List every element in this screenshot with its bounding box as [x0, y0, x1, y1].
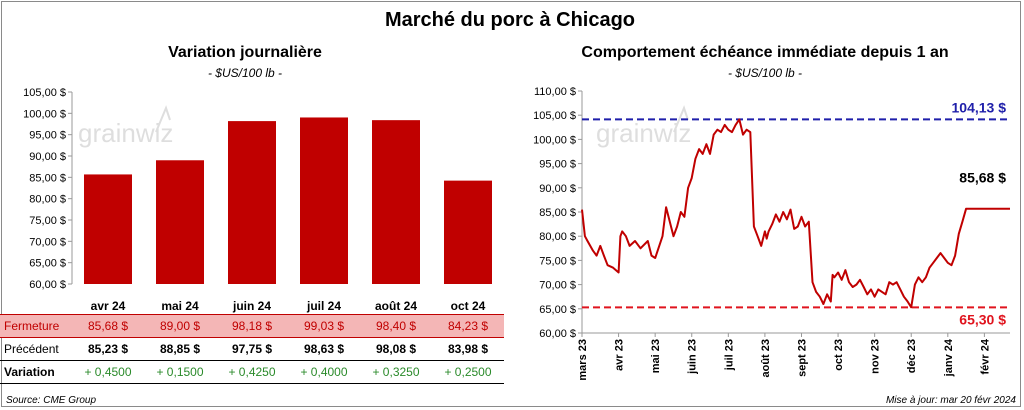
- bar-y-tick-label: 80,00 $: [29, 194, 66, 206]
- line-x-tick-label: avr 23: [614, 339, 626, 371]
- variation-row-label: Variation: [0, 360, 72, 384]
- bar-y-tick-label: 70,00 $: [29, 236, 66, 248]
- watermark-text: grainwiz: [596, 118, 691, 148]
- bar-category-label: avr 24: [91, 299, 126, 313]
- line-x-tick-label: mars 23: [577, 339, 589, 381]
- line-x-tick-label: févr 24: [979, 338, 991, 374]
- line-y-tick-label: 80,00 $: [539, 231, 576, 243]
- bar-chart-unit: - $US/100 lb -: [207, 66, 283, 80]
- line-x-tick-label: janv 24: [943, 338, 955, 377]
- close-cell: 98,40 $: [360, 314, 432, 338]
- bar-category-label: oct 24: [451, 299, 486, 313]
- variation-cell: + 0,4250: [216, 360, 288, 384]
- variation-cell: + 0,1500: [144, 360, 216, 384]
- close-row-label: Fermeture: [0, 314, 72, 338]
- bar: [156, 160, 204, 284]
- line-x-tick-label: août 23: [760, 339, 772, 378]
- line-x-tick-label: mai 23: [650, 339, 662, 373]
- bar-category-label: mai 24: [161, 299, 199, 313]
- close-cell: 89,00 $: [144, 314, 216, 338]
- close-cell: 85,68 $: [72, 314, 144, 338]
- watermark-leaf: [673, 105, 689, 133]
- line-x-tick-label: sept 23: [796, 339, 808, 377]
- line-y-tick-label: 70,00 $: [539, 280, 576, 292]
- line-y-tick-label: 85,00 $: [539, 207, 576, 219]
- previous-cell: 88,85 $: [159, 342, 201, 356]
- line-x-tick-label: nov 23: [870, 339, 882, 374]
- bar-chart: 105,00 $ 100,00 $ 95,00 $ 90,00 $ 85,00 $ 80,…: [23, 87, 492, 313]
- update-note: Mise à jour: mar 20 févr 2024: [885, 395, 1016, 406]
- line-y-tick-label: 100,00 $: [533, 134, 576, 146]
- reference-label-high: 104,13 $: [952, 99, 1007, 115]
- line-y-tick-label: 65,00 $: [539, 304, 576, 316]
- line-y-tick-label: 105,00 $: [533, 110, 576, 122]
- watermark-text: grainwiz: [78, 118, 173, 148]
- bar-y-tick-label: 95,00 $: [29, 130, 66, 142]
- reference-label-low: 65,30 $: [959, 311, 1006, 327]
- bar-category-label: juin 24: [232, 299, 271, 313]
- line-y-tick-label: 90,00 $: [539, 183, 576, 195]
- source-note: Source: CME Group: [6, 395, 97, 406]
- line-y-tick-label: 110,00 $: [534, 86, 576, 98]
- line-y-tick-label: 60,00 $: [539, 328, 576, 340]
- bar: [444, 180, 492, 284]
- previous-row: Précédent 85,23 $ 88,85 $ 97,75 $ 98,63 …: [0, 338, 504, 361]
- bar: [300, 117, 348, 284]
- page-title: Marché du porc à Chicago: [384, 9, 636, 31]
- previous-cell: 85,23 $: [87, 342, 129, 356]
- watermark-logo: grainwiz: [78, 105, 173, 148]
- bar-category-label: août 24: [375, 299, 417, 313]
- variation-cell: + 0,4500: [72, 360, 144, 384]
- contract-table: Fermeture 85,68 $ 89,00 $ 98,18 $ 99,03 …: [0, 314, 504, 384]
- bar-y-tick-label: 90,00 $: [29, 151, 66, 163]
- variation-cell: + 0,3250: [360, 360, 432, 384]
- last-value-label: 85,68 $: [959, 170, 1006, 186]
- bar: [84, 174, 132, 284]
- previous-cell: 98,63 $: [303, 342, 345, 356]
- previous-cell: 97,75 $: [231, 342, 273, 356]
- bar-y-tick-label: 65,00 $: [29, 258, 66, 270]
- line-y-tick-label: 95,00 $: [539, 159, 576, 171]
- line-x-tick-label: juin 23: [687, 339, 699, 375]
- line-chart-title: Comportement échéance immédiate depuis 1…: [581, 44, 949, 61]
- bar: [228, 121, 276, 284]
- close-cell: 98,18 $: [216, 314, 288, 338]
- line-chart-unit: - $US/100 lb -: [727, 66, 803, 80]
- bar-chart-title: Variation journalière: [168, 44, 322, 61]
- bar-y-tick-label: 105,00 $: [23, 87, 66, 99]
- bar-y-tick-label: 85,00 $: [29, 172, 66, 184]
- bar-category-label: juil 24: [306, 299, 341, 313]
- series-line: [581, 118, 1010, 309]
- bar-y-tick-label: 100,00 $: [23, 108, 66, 120]
- close-cell: 84,23 $: [432, 314, 504, 338]
- line-x-tick-label: déc 23: [906, 339, 918, 373]
- previous-cell: 98,08 $: [375, 342, 417, 356]
- close-row: Fermeture 85,68 $ 89,00 $ 98,18 $ 99,03 …: [0, 314, 504, 338]
- close-cell: 99,03 $: [288, 314, 360, 338]
- bar-y-tick-label: 60,00 $: [29, 279, 66, 291]
- bar: [372, 120, 420, 284]
- variation-cell: + 0,4000: [288, 360, 360, 384]
- watermark-logo: grainwiz: [596, 105, 691, 148]
- previous-row-label: Précédent: [4, 342, 59, 356]
- variation-row: Variation + 0,4500 + 0,1500 + 0,4250 + 0…: [0, 360, 504, 384]
- line-x-tick-label: juil 23: [723, 339, 735, 371]
- line-x-tick-label: oct 23: [833, 339, 845, 371]
- watermark-leaf: [155, 105, 171, 133]
- previous-cell: 83,98 $: [447, 342, 489, 356]
- bar-y-tick-label: 75,00 $: [29, 215, 66, 227]
- variation-cell: + 0,2500: [432, 360, 504, 384]
- line-y-tick-label: 75,00 $: [539, 255, 576, 267]
